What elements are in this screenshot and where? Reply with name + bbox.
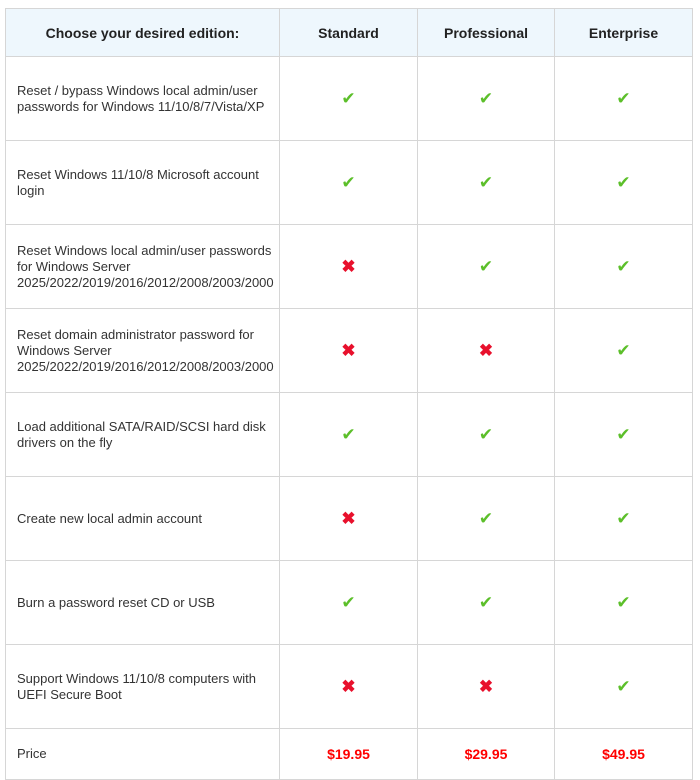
check-icon: ✔	[616, 340, 631, 360]
check-icon: ✔	[478, 592, 494, 612]
price-label: Price	[5, 728, 280, 780]
support-cell: ✔	[554, 392, 693, 477]
check-icon: ✔	[478, 88, 494, 108]
check-icon: ✔	[616, 592, 631, 612]
feature-row: Support Windows 11/10/8 computers with U…	[5, 644, 693, 729]
cross-icon: ✖	[341, 340, 356, 360]
price-value: $19.95	[279, 728, 418, 780]
check-icon: ✔	[478, 256, 494, 276]
price-row: Price $19.95 $29.95 $49.95	[5, 728, 693, 780]
support-cell: ✔	[279, 56, 418, 141]
edition-header-professional: Professional	[417, 8, 555, 57]
support-cell: ✔	[554, 224, 693, 309]
support-cell: ✔	[417, 140, 555, 225]
support-cell: ✖	[417, 308, 555, 393]
support-cell: ✔	[554, 560, 693, 645]
check-icon: ✔	[478, 424, 494, 444]
support-cell: ✖	[417, 644, 555, 729]
support-cell: ✖	[279, 224, 418, 309]
feature-row: Create new local admin account ✖ ✔ ✔	[5, 476, 693, 561]
support-cell: ✔	[554, 476, 693, 561]
cross-icon: ✖	[341, 256, 356, 276]
support-cell: ✔	[279, 392, 418, 477]
support-cell: ✔	[554, 140, 693, 225]
check-icon: ✔	[616, 88, 631, 108]
feature-row: Reset / bypass Windows local admin/user …	[5, 56, 693, 141]
support-cell: ✔	[554, 308, 693, 393]
support-cell: ✔	[417, 392, 555, 477]
support-cell: ✔	[417, 560, 555, 645]
feature-label: Load additional SATA/RAID/SCSI hard disk…	[5, 392, 280, 477]
feature-label: Reset Windows 11/10/8 Microsoft account …	[5, 140, 280, 225]
support-cell: ✖	[279, 644, 418, 729]
support-cell: ✔	[279, 560, 418, 645]
check-icon: ✔	[616, 256, 631, 276]
feature-header: Choose your desired edition:	[5, 8, 280, 57]
check-icon: ✔	[478, 172, 494, 192]
feature-label: Reset / bypass Windows local admin/user …	[5, 56, 280, 141]
check-icon: ✔	[341, 592, 356, 612]
support-cell: ✔	[417, 56, 555, 141]
feature-row: Reset domain administrator password for …	[5, 308, 693, 393]
check-icon: ✔	[616, 676, 631, 696]
feature-label: Reset domain administrator password for …	[5, 308, 280, 393]
cross-icon: ✖	[478, 340, 494, 360]
cross-icon: ✖	[478, 676, 494, 696]
support-cell: ✔	[417, 476, 555, 561]
feature-label: Support Windows 11/10/8 computers with U…	[5, 644, 280, 729]
header-row: Choose your desired edition: Standard Pr…	[5, 8, 693, 57]
check-icon: ✔	[616, 172, 631, 192]
cross-icon: ✖	[341, 676, 356, 696]
feature-row: Load additional SATA/RAID/SCSI hard disk…	[5, 392, 693, 477]
support-cell: ✖	[279, 476, 418, 561]
edition-header-enterprise: Enterprise	[554, 8, 693, 57]
check-icon: ✔	[478, 508, 494, 528]
feature-row: Reset Windows local admin/user passwords…	[5, 224, 693, 309]
feature-label: Create new local admin account	[5, 476, 280, 561]
feature-label: Reset Windows local admin/user passwords…	[5, 224, 280, 309]
support-cell: ✔	[554, 56, 693, 141]
edition-header-standard: Standard	[279, 8, 418, 57]
support-cell: ✖	[279, 308, 418, 393]
cross-icon: ✖	[341, 508, 356, 528]
check-icon: ✔	[616, 508, 631, 528]
check-icon: ✔	[616, 424, 631, 444]
support-cell: ✔	[417, 224, 555, 309]
check-icon: ✔	[341, 424, 356, 444]
feature-label: Burn a password reset CD or USB	[5, 560, 280, 645]
support-cell: ✔	[279, 140, 418, 225]
edition-comparison-table: Choose your desired edition: Standard Pr…	[5, 8, 693, 780]
feature-row: Reset Windows 11/10/8 Microsoft account …	[5, 140, 693, 225]
check-icon: ✔	[341, 88, 356, 108]
price-value: $29.95	[417, 728, 555, 780]
check-icon: ✔	[341, 172, 356, 192]
support-cell: ✔	[554, 644, 693, 729]
price-value: $49.95	[554, 728, 693, 780]
feature-row: Burn a password reset CD or USB ✔ ✔ ✔	[5, 560, 693, 645]
